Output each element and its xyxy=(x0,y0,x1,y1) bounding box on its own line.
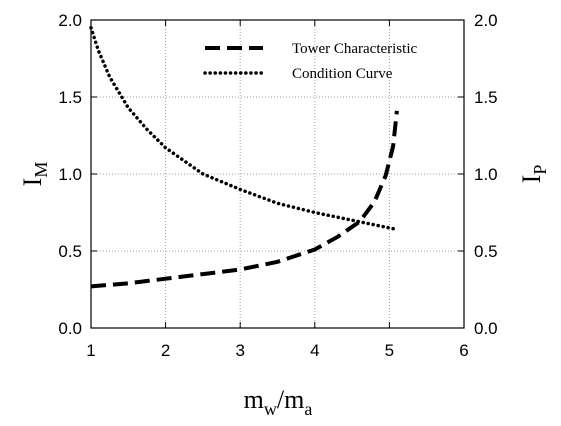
x-tick-label: 6 xyxy=(459,341,468,360)
y-left-axis-title-sub: M xyxy=(31,162,51,178)
y-right-tick-label: 1.0 xyxy=(474,165,498,184)
y-right-tick-label: 1.5 xyxy=(474,88,498,107)
series-group xyxy=(89,25,399,289)
x-axis-title-sub2: a xyxy=(304,399,312,419)
x-tick-label: 5 xyxy=(385,341,394,360)
y-left-tick-label: 0.0 xyxy=(58,319,82,338)
y-right-axis-title-sub: P xyxy=(530,165,550,175)
series-line-tower-characteristic xyxy=(90,110,399,289)
y-right-tick-label: 0.5 xyxy=(474,242,498,261)
y-left-tick-label: 1.0 xyxy=(58,165,82,184)
x-axis-title-sub1: w xyxy=(264,399,277,419)
y-left-axis-title-main: I xyxy=(18,178,47,187)
y-right-axis-title: IP xyxy=(517,165,550,184)
y-right-tick-label: 2.0 xyxy=(474,11,498,30)
tick-labels: 1 2 3 4 5 6 0.0 0.5 1.0 1.5 2.0 0.0 0.5 1.0 1.5 2.0 xyxy=(58,11,497,360)
legend-label-tower-characteristic: Tower Characteristic xyxy=(292,41,417,57)
legend: Tower Characteristic Condition Curve xyxy=(203,41,417,82)
y-right-axis-title-main: I xyxy=(517,175,546,184)
legend-label-condition-curve: Condition Curve xyxy=(292,66,393,82)
x-tick-label: 2 xyxy=(161,341,170,360)
x-axis-title: mw/ma xyxy=(244,385,313,419)
y-right-tick-label: 0.0 xyxy=(474,319,498,338)
y-left-axis-title: IM xyxy=(18,162,51,187)
x-tick-label: 4 xyxy=(310,341,319,360)
x-axis-title-slash: /m xyxy=(277,385,304,414)
x-tick-label: 1 xyxy=(86,341,95,360)
ticks xyxy=(90,19,465,329)
x-tick-label: 3 xyxy=(235,341,244,360)
y-left-tick-label: 1.5 xyxy=(58,88,82,107)
y-left-tick-label: 0.5 xyxy=(58,242,82,261)
x-axis-title-main: m xyxy=(244,385,264,414)
series-line-condition-curve xyxy=(89,25,399,232)
y-left-tick-label: 2.0 xyxy=(58,11,82,30)
